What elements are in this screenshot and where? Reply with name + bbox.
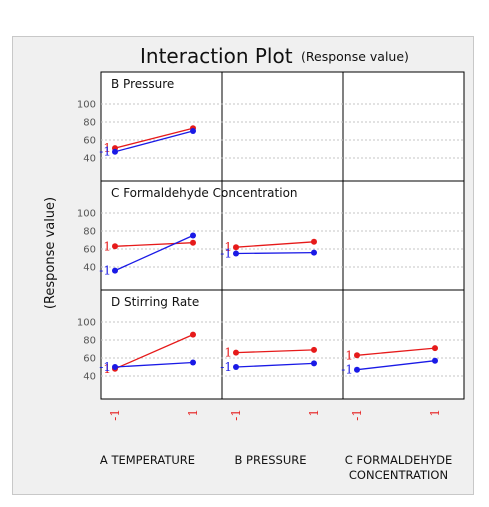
y-tick-label: 100 <box>77 209 96 220</box>
x-level-label: 1 <box>428 409 442 417</box>
y-tick-label: 100 <box>77 100 96 111</box>
series-line-low <box>235 362 315 368</box>
y-tick-label: 60 <box>83 354 96 365</box>
series-label: 1 <box>224 240 232 254</box>
y-tick-label: 60 <box>83 136 96 147</box>
data-point <box>190 128 196 134</box>
series-label: 1 <box>103 239 111 253</box>
series-line-high <box>235 241 315 248</box>
series-line-low <box>235 251 315 255</box>
y-tick-label: 80 <box>83 227 96 238</box>
panel-label: C Formaldehyde Concentration <box>111 186 298 200</box>
data-point <box>112 364 118 370</box>
series-line-high <box>114 127 194 149</box>
data-point <box>354 352 360 359</box>
interaction-plot: Interaction Plot (Response value) (Respons… <box>43 44 465 482</box>
series-label: 1 <box>103 141 111 155</box>
series-label: 1 <box>224 346 232 360</box>
series-line-low <box>356 360 436 371</box>
data-point <box>432 345 438 352</box>
data-point <box>112 267 118 274</box>
series-label: 1 <box>345 348 353 362</box>
x-level-label: 1 <box>186 409 200 417</box>
data-point <box>112 243 118 250</box>
data-point <box>354 366 360 373</box>
y-tick-label: 40 <box>83 263 96 274</box>
x-factor-label: CONCENTRATION <box>349 468 448 482</box>
series-label: 1 <box>103 362 111 376</box>
x-factor-label: C FORMALDEHYDE <box>345 453 452 467</box>
series-label: -1 <box>99 264 111 278</box>
y-tick-label: 80 <box>83 118 96 129</box>
data-point <box>311 249 317 256</box>
series-line-high <box>114 334 194 370</box>
series-label: -1 <box>341 363 353 377</box>
data-point <box>311 238 317 245</box>
series-line-low <box>114 361 194 368</box>
series-line-high <box>356 347 436 356</box>
series-label: -1 <box>220 247 232 261</box>
x-level-label: -1 <box>229 409 243 421</box>
data-point <box>233 349 239 356</box>
x-level-label: -1 <box>350 409 364 421</box>
series-label: -1 <box>220 360 232 374</box>
x-level-label: -1 <box>108 409 122 421</box>
data-point <box>432 357 438 364</box>
x-level-label: 1 <box>307 409 321 417</box>
data-point <box>190 359 196 366</box>
x-factor-label: A TEMPERATURE <box>100 453 195 467</box>
data-point <box>190 331 196 338</box>
series-label: -1 <box>99 145 111 159</box>
series-line-high <box>114 242 194 247</box>
series-line-low <box>114 130 194 153</box>
y-tick-label: 100 <box>77 318 96 329</box>
data-point <box>112 148 118 155</box>
series-line-high <box>235 349 315 354</box>
data-point <box>190 232 196 239</box>
series-line-low <box>114 234 194 272</box>
chart-title: Interaction Plot <box>140 44 293 68</box>
data-point <box>233 364 239 370</box>
y-tick-label: 60 <box>83 245 96 256</box>
x-factor-label: B PRESSURE <box>234 453 306 467</box>
panel-label: D Stirring Rate <box>111 295 199 309</box>
data-point <box>311 360 317 367</box>
data-point <box>233 250 239 257</box>
data-point <box>233 244 239 251</box>
chart-subtitle: (Response value) <box>301 49 409 64</box>
data-point <box>190 239 196 246</box>
y-tick-label: 80 <box>83 336 96 347</box>
chart-frame: Interaction Plot (Response value) (Respons… <box>12 36 474 495</box>
y-tick-label: 40 <box>83 372 96 383</box>
plot-area <box>100 71 465 400</box>
series-label: -1 <box>99 360 111 374</box>
panel-label: B Pressure <box>111 77 174 91</box>
y-tick-label: 40 <box>83 154 96 165</box>
y-axis-label: (Response value) <box>43 197 58 309</box>
data-point <box>311 346 317 353</box>
